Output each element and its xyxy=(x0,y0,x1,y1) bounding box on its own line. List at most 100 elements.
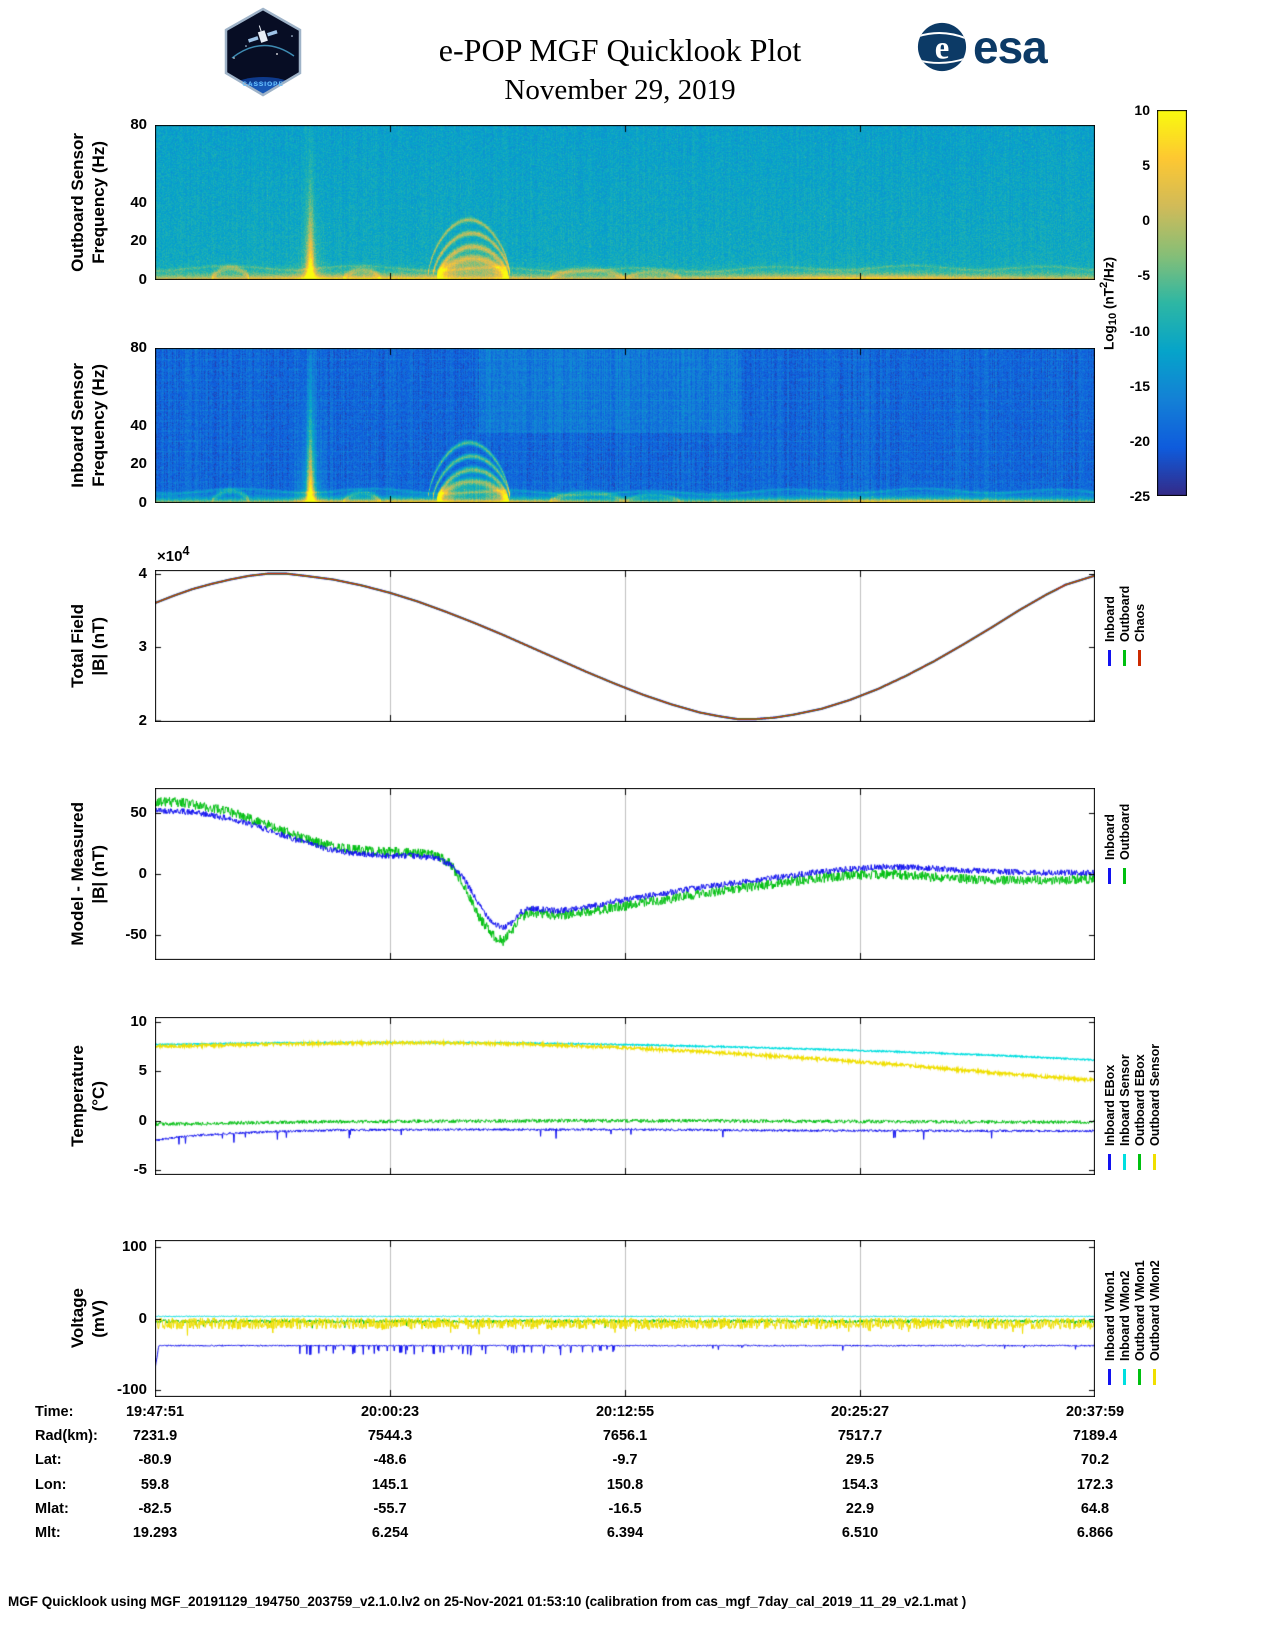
table-value: -82.5 xyxy=(138,1500,172,1517)
legend: Inboard EBox Inboard Sensor Outboard EBox O… xyxy=(1103,1017,1162,1172)
legend-color-sample xyxy=(1138,1154,1141,1170)
legend-label: Inboard VMon1 xyxy=(1103,1270,1117,1361)
y-tick-label: 10 xyxy=(130,1012,147,1030)
total-field-canvas xyxy=(155,570,1095,722)
legend-label: Outboard EBox xyxy=(1133,1054,1147,1146)
colorbar-tick-label: -15 xyxy=(1129,377,1150,394)
legend-label: Inboard xyxy=(1103,596,1117,642)
legend-entry: Outboard xyxy=(1118,570,1132,668)
table-value: 70.2 xyxy=(1080,1452,1110,1469)
table-row-label: Rad(km): xyxy=(35,1428,98,1445)
cassiope-logo-text: CASSIOPE xyxy=(242,81,284,88)
legend-label: Outboard Sensor xyxy=(1148,1043,1162,1146)
page-title: e-POP MGF Quicklook Plot xyxy=(438,32,802,68)
legend-color-sample xyxy=(1108,1154,1111,1170)
table-value: 22.9 xyxy=(845,1500,875,1517)
table-value: 29.5 xyxy=(845,1452,875,1469)
table-value: -16.5 xyxy=(608,1500,642,1517)
legend-color-sample xyxy=(1123,1369,1126,1385)
y-tick-label: 20 xyxy=(130,455,147,473)
y-tick-label: -100 xyxy=(116,1380,147,1398)
voltage-canvas xyxy=(155,1240,1095,1397)
table-value: 59.8 xyxy=(140,1476,170,1493)
legend-color-sample xyxy=(1123,650,1126,666)
legend-color-sample xyxy=(1123,868,1126,884)
legend-entry: Inboard Sensor xyxy=(1118,1017,1132,1172)
y-axis-label: Model - Measured |B| (nT) xyxy=(64,788,112,960)
footer-note: MGF Quicklook using MGF_20191129_194750_… xyxy=(8,1594,967,1609)
esa-logo-wordmark: esa xyxy=(973,21,1048,73)
legend-entry: Outboard VMon1 xyxy=(1133,1240,1147,1387)
table-value: 145.1 xyxy=(371,1476,409,1493)
legend-color-sample xyxy=(1108,650,1111,666)
table-value: 6.510 xyxy=(841,1525,879,1541)
legend-label: Inboard Sensor xyxy=(1118,1054,1132,1146)
y-tick-label: 4 xyxy=(138,564,147,582)
colorbar-tick-label: -25 xyxy=(1129,488,1150,504)
y-axis-label-line: Model - Measured xyxy=(67,802,87,946)
legend: Inboard VMon1 Inboard VMon2 Outboard VMon1… xyxy=(1103,1240,1162,1387)
table-value: 150.8 xyxy=(606,1476,644,1493)
legend-label: Inboard VMon2 xyxy=(1118,1270,1132,1361)
table-value: 7189.4 xyxy=(1072,1428,1118,1445)
legend-entry: Inboard VMon2 xyxy=(1118,1240,1132,1387)
y-tick-label: 3 xyxy=(138,638,147,656)
legend-label: Inboard EBox xyxy=(1103,1064,1117,1146)
legend-label: Outboard xyxy=(1118,803,1132,860)
y-tick-label: 50 xyxy=(130,803,147,821)
temperature-canvas xyxy=(155,1017,1095,1175)
y-tick-label: -5 xyxy=(133,1161,147,1179)
y-axis-label: Total Field |B| (nT) xyxy=(64,570,112,722)
table-value: 20:12:55 xyxy=(595,1404,655,1420)
colorbar xyxy=(1157,110,1187,496)
y-tick-label: 0 xyxy=(138,494,147,511)
y-axis-label-line: (mV) xyxy=(88,1299,108,1338)
y-tick-label: 0 xyxy=(138,865,147,882)
colorbar-tick-label: 10 xyxy=(1134,102,1150,118)
table-value: 7517.7 xyxy=(837,1428,883,1445)
y-axis-label-line: |B| (nT) xyxy=(88,616,108,676)
legend-label: Outboard xyxy=(1118,585,1132,642)
model-minus-measured-canvas xyxy=(155,788,1095,960)
page-date: November 29, 2019 xyxy=(504,74,736,106)
legend: Inboard Outboard xyxy=(1103,788,1132,886)
y-tick-label: 2 xyxy=(138,711,147,729)
legend-entry: Inboard xyxy=(1103,570,1117,668)
y-axis-label-line: Frequency (Hz) xyxy=(88,364,108,487)
legend-entry: Inboard VMon1 xyxy=(1103,1240,1117,1387)
table-value: 7231.9 xyxy=(132,1428,178,1445)
legend-color-sample xyxy=(1138,650,1141,666)
table-value: 19.293 xyxy=(132,1525,178,1541)
colorbar-tick-label: 5 xyxy=(1142,157,1150,174)
legend-entry: Outboard EBox xyxy=(1133,1017,1147,1172)
y-tick-label: 80 xyxy=(130,339,147,356)
y-tick-label: 20 xyxy=(130,232,147,250)
legend-entry: Chaos xyxy=(1133,570,1147,668)
legend-color-sample xyxy=(1153,1154,1156,1170)
colorbar-tick-label: 0 xyxy=(1142,212,1150,229)
legend-label: Chaos xyxy=(1133,603,1147,642)
legend-entry: Inboard EBox xyxy=(1103,1017,1117,1172)
esa-logo: e esa xyxy=(916,20,1048,74)
legend-color-sample xyxy=(1153,1369,1156,1385)
y-axis-label-line: |B| (nT) xyxy=(88,844,108,904)
legend: Inboard Outboard Chaos xyxy=(1103,570,1147,668)
y-tick-label: 40 xyxy=(130,193,147,211)
y-axis-label: Inboard Sensor Frequency (Hz) xyxy=(64,348,112,503)
cassiope-mission-logo: CASSIOPE xyxy=(224,7,302,97)
esa-globe-icon: e xyxy=(917,22,967,72)
y-tick-label: 0 xyxy=(138,1111,147,1129)
orbit-swoosh xyxy=(231,44,295,59)
table-value: -9.7 xyxy=(612,1452,638,1469)
inboard-spectrogram-canvas xyxy=(155,348,1095,503)
table-value: -48.6 xyxy=(373,1452,407,1469)
table-value: -55.7 xyxy=(373,1500,407,1517)
legend-label: Outboard VMon2 xyxy=(1148,1260,1162,1361)
y-tick-label: 40 xyxy=(130,416,147,434)
colorbar-tick-label: -5 xyxy=(1137,267,1150,284)
y-tick-label: 0 xyxy=(138,271,147,288)
svg-text:e: e xyxy=(935,31,950,67)
y-axis-label-line: Frequency (Hz) xyxy=(88,141,108,264)
legend-entry: Outboard Sensor xyxy=(1148,1017,1162,1172)
